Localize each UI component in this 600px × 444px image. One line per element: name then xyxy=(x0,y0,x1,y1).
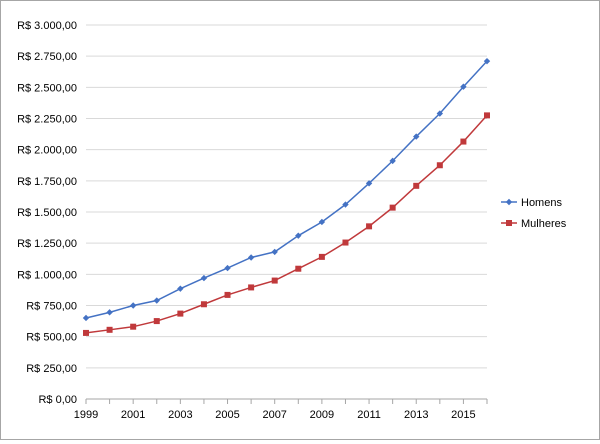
legend-label: Homens xyxy=(521,197,562,209)
y-tick-label: R$ 2.000,00 xyxy=(17,145,77,157)
data-point xyxy=(106,326,113,333)
data-point xyxy=(295,232,302,239)
data-point xyxy=(271,248,278,256)
y-tick-label: R$ 250,00 xyxy=(26,363,77,375)
y-tick-label: R$ 1.750,00 xyxy=(17,176,77,188)
x-tick-label: 2013 xyxy=(404,409,428,421)
data-point xyxy=(200,274,208,282)
x-axis-labels: 1999 2001 2003 2005 2007 2009 2011 2013 2015 xyxy=(74,409,476,421)
data-point xyxy=(413,182,420,189)
data-point xyxy=(200,301,207,308)
y-tick-label: R$ 750,00 xyxy=(26,301,77,313)
data-point xyxy=(483,57,491,65)
data-point xyxy=(365,180,373,187)
data-point xyxy=(248,284,255,291)
y-tick-label: R$ 2.500,00 xyxy=(17,82,77,94)
legend-label: Mulheres xyxy=(521,218,567,230)
x-axis xyxy=(85,398,488,404)
x-tick-label: 2009 xyxy=(310,409,334,421)
y-axis-labels: R$ 0,00 R$ 250,00 R$ 500,00 R$ 750,00 R$ 1.0… xyxy=(17,20,77,406)
data-point xyxy=(318,218,326,226)
legend-marker xyxy=(506,220,512,226)
data-point xyxy=(83,329,89,336)
x-tick-label: 2001 xyxy=(121,409,145,421)
x-tick-label: 2011 xyxy=(357,409,381,421)
data-point xyxy=(366,223,373,230)
series-homens xyxy=(82,57,491,322)
data-point xyxy=(271,277,278,284)
x-tick-label: 2003 xyxy=(168,409,192,421)
x-tick-label: 1999 xyxy=(74,409,98,421)
series-mulheres xyxy=(83,112,490,336)
data-point xyxy=(177,285,184,292)
series-group xyxy=(82,57,491,336)
gridlines xyxy=(86,24,487,400)
data-point xyxy=(342,239,349,246)
legend-item-mulheres: Mulheres xyxy=(501,218,567,230)
data-point xyxy=(106,309,113,316)
data-point xyxy=(460,83,467,90)
series-line xyxy=(85,60,488,319)
data-point xyxy=(153,297,160,304)
data-point xyxy=(82,314,90,322)
legend-marker xyxy=(505,198,513,206)
y-tick-label: R$ 1.250,00 xyxy=(17,238,77,250)
data-point xyxy=(177,310,184,317)
data-point xyxy=(295,265,302,272)
data-point xyxy=(436,162,443,169)
data-point xyxy=(153,318,160,325)
data-point xyxy=(436,110,444,117)
y-tick-label: R$ 500,00 xyxy=(26,332,77,344)
data-point xyxy=(129,302,137,309)
y-tick-label: R$ 1.000,00 xyxy=(17,269,77,281)
legend-item-homens: Homens xyxy=(501,197,562,209)
data-point xyxy=(389,204,396,211)
x-tick-label: 2007 xyxy=(262,409,286,421)
data-point xyxy=(460,138,467,145)
y-tick-label: R$ 2.250,00 xyxy=(17,114,77,126)
x-tick-label: 2005 xyxy=(215,409,239,421)
data-point xyxy=(130,323,137,330)
series-line xyxy=(85,114,488,334)
data-point xyxy=(484,112,490,119)
y-tick-label: R$ 3.000,00 xyxy=(17,20,77,32)
x-tick-label: 2015 xyxy=(451,409,475,421)
data-point xyxy=(318,253,325,260)
data-point xyxy=(224,264,231,272)
data-point xyxy=(413,133,420,140)
data-point xyxy=(247,254,255,261)
y-tick-label: R$ 1.500,00 xyxy=(17,207,77,219)
y-tick-label: R$ 0,00 xyxy=(38,394,77,406)
data-point xyxy=(342,201,349,208)
y-tick-label: R$ 2.750,00 xyxy=(17,51,77,63)
data-point xyxy=(224,291,231,298)
legend: Homens Mulheres xyxy=(501,197,567,230)
data-point xyxy=(389,157,396,165)
